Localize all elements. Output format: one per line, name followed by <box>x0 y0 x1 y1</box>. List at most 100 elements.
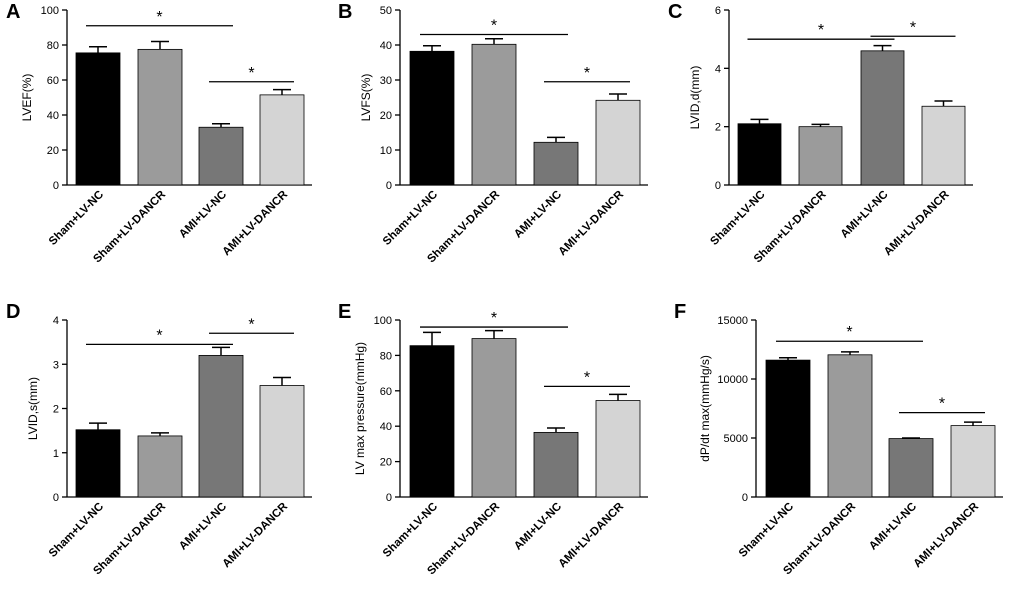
x-tick-label: Sham+LV-NC <box>47 501 106 560</box>
significance-star: * <box>818 22 824 39</box>
y-axis-label: LVFS(%) <box>359 74 373 122</box>
y-tick-label: 3 <box>53 359 59 371</box>
y-tick-label: 0 <box>742 492 748 504</box>
y-tick-label: 10000 <box>717 374 748 386</box>
bar <box>533 141 579 186</box>
significance-star: * <box>584 369 590 386</box>
y-tick-label: 15000 <box>717 315 748 327</box>
y-tick-label: 0 <box>386 492 392 504</box>
significance-star: * <box>156 327 162 344</box>
y-tick-label: 0 <box>53 180 59 192</box>
y-tick-label: 4 <box>715 63 721 75</box>
y-tick-label: 40 <box>380 40 392 52</box>
bar <box>471 338 517 498</box>
y-axis-label: dP/dt max(mmHg/s) <box>698 355 712 462</box>
bar <box>75 429 121 498</box>
bar <box>471 43 517 186</box>
significance-star: * <box>939 396 945 413</box>
x-tick-label: AMI+LV-NC <box>867 501 919 553</box>
bar <box>827 354 873 498</box>
significance-star: * <box>584 65 590 82</box>
y-axis-label: LVEF(%) <box>20 74 34 122</box>
bar <box>798 126 843 186</box>
bar <box>888 438 934 498</box>
y-tick-label: 60 <box>380 386 392 398</box>
y-tick-label: 0 <box>53 492 59 504</box>
chart-panel-b: B01020304050LVFS(%)Sham+LV-NCSham+LV-DAN… <box>338 1 648 265</box>
bar <box>595 99 641 186</box>
panel-label: B <box>338 1 352 23</box>
y-tick-label: 100 <box>374 315 392 327</box>
y-tick-label: 10 <box>380 145 392 157</box>
panel-label: F <box>674 301 686 323</box>
y-tick-label: 1 <box>53 448 59 460</box>
y-tick-label: 6 <box>715 5 721 17</box>
y-tick-label: 40 <box>47 110 59 122</box>
y-tick-label: 2 <box>715 122 721 134</box>
y-tick-label: 60 <box>47 75 59 87</box>
y-tick-label: 50 <box>380 5 392 17</box>
significance-star: * <box>248 316 254 333</box>
x-tick-label: AMI+LV-DANCR <box>557 500 627 570</box>
y-tick-label: 20 <box>47 145 59 157</box>
panel-label: D <box>6 301 20 323</box>
bar <box>595 400 641 498</box>
significance-star: * <box>910 19 916 36</box>
panel-label: C <box>668 1 682 23</box>
x-tick-label: Sham+LV-NC <box>708 189 767 248</box>
y-tick-label: 0 <box>386 180 392 192</box>
bar <box>198 126 244 186</box>
x-tick-label: Sham+LV-NC <box>737 501 796 560</box>
chart-panel-f: F 0 5000 10000 15000 dP/dt max(mmHg/s) Sham+LV… <box>674 301 1003 577</box>
y-axis-label: LVID,s(mm) <box>26 377 40 440</box>
bar <box>921 105 966 186</box>
bar <box>409 345 455 498</box>
bar <box>765 359 811 498</box>
x-tick-label: AMI+LV-DANCR <box>882 188 952 258</box>
x-tick-label: AMI+LV-NC <box>177 501 229 553</box>
x-tick-label: AMI+LV-NC <box>512 189 564 241</box>
y-axis-label: LVID,d(mm) <box>688 66 702 130</box>
bar <box>409 50 455 186</box>
chart-panel-a: A020406080100LVEF(%)Sham+LV-NCSham+LV-DA… <box>6 1 312 265</box>
y-tick-label: 0 <box>715 180 721 192</box>
panel-label: E <box>338 301 351 323</box>
x-tick-label: AMI+LV-DANCR <box>557 188 627 258</box>
y-axis-label: LV max pressure(mmHg) <box>353 342 367 475</box>
y-tick-label: 2 <box>53 404 59 416</box>
x-tick-label: Sham+LV-NC <box>381 189 440 248</box>
y-tick-label: 4 <box>53 315 59 327</box>
y-tick-label: 80 <box>47 40 59 52</box>
y-tick-label: 100 <box>41 5 59 17</box>
bar <box>860 50 905 186</box>
y-tick-label: 20 <box>380 457 392 469</box>
bar <box>737 123 782 186</box>
significance-star: * <box>846 324 852 341</box>
significance-star: * <box>156 9 162 26</box>
y-tick-label: 40 <box>380 421 392 433</box>
bar <box>198 354 244 498</box>
x-tick-label: Sham+LV-NC <box>47 189 106 248</box>
x-tick-label: AMI+LV-DANCR <box>221 500 291 570</box>
y-tick-label: 20 <box>380 110 392 122</box>
x-tick-label: Sham+LV-NC <box>381 501 440 560</box>
bar <box>137 48 183 186</box>
x-tick-label: AMI+LV-DANCR <box>221 188 291 258</box>
bar <box>259 385 305 498</box>
bar <box>533 431 579 498</box>
y-tick-label: 30 <box>380 75 392 87</box>
significance-star: * <box>491 18 497 35</box>
x-tick-label: AMI+LV-NC <box>512 501 564 553</box>
panel-label: A <box>6 1 20 23</box>
bar <box>950 425 996 498</box>
bar <box>259 94 305 186</box>
significance-star: * <box>248 65 254 82</box>
x-tick-label: AMI+LV-NC <box>177 189 229 241</box>
x-tick-label: AMI+LV-DANCR <box>912 500 982 570</box>
y-tick-label: 5000 <box>724 433 748 445</box>
x-tick-label: AMI+LV-NC <box>839 189 891 241</box>
bar <box>75 52 121 186</box>
